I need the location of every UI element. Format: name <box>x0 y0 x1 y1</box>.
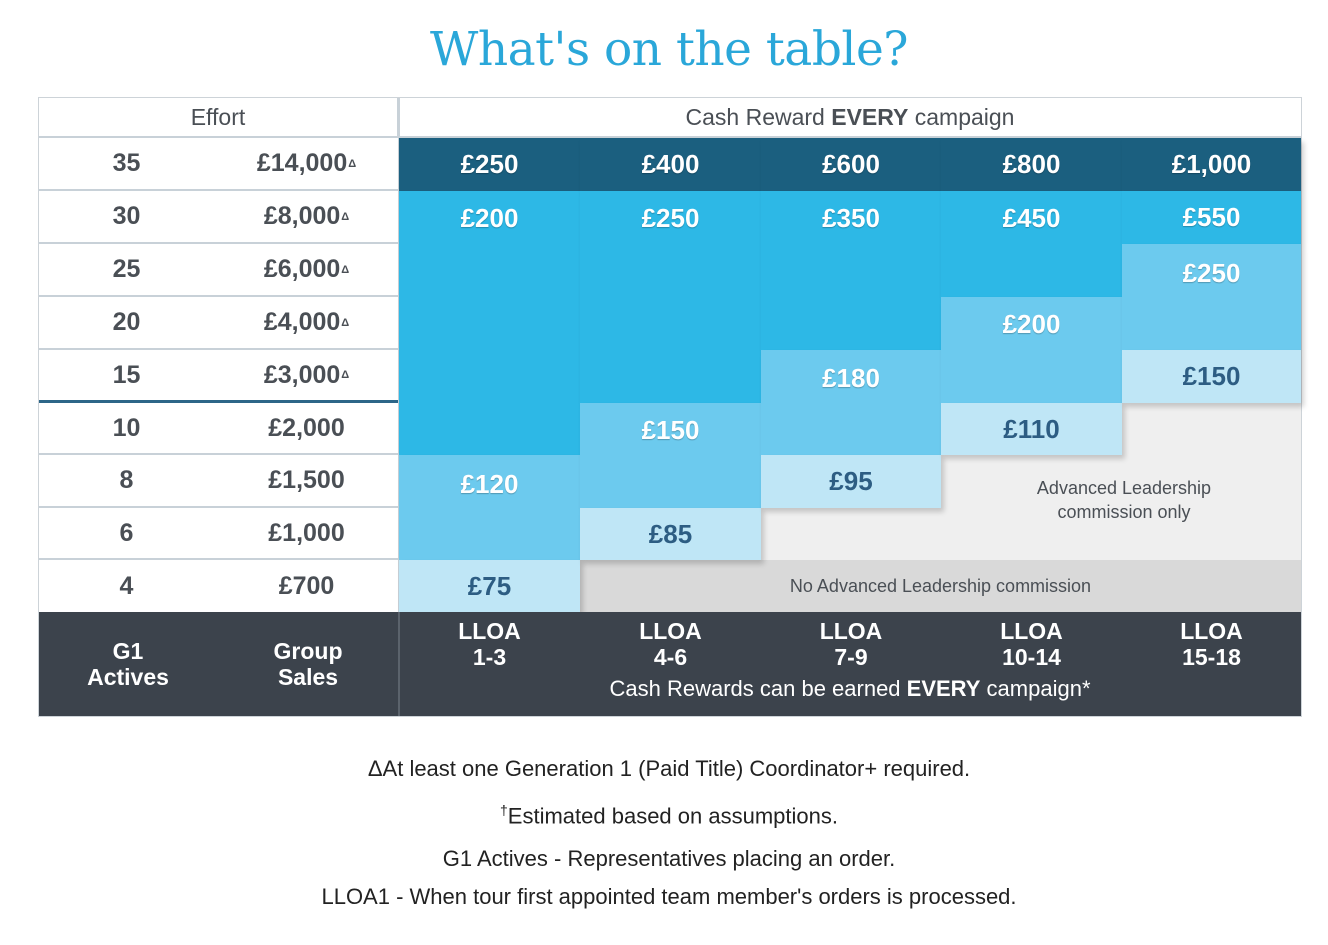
reward-tier-3: £180 <box>761 350 941 455</box>
effort-row: 6 £1,000 <box>39 508 399 560</box>
footer-divider <box>398 612 400 716</box>
effort-row: 20 £4,000 Δ <box>39 297 399 350</box>
cash-reward-suffix: campaign <box>908 103 1015 130</box>
effort-row: 15 £3,000 Δ <box>39 350 399 403</box>
g1-actives-value: 4 <box>119 571 134 600</box>
group-sales-value: £3,000 Δ <box>263 360 350 389</box>
lloa-label: LLOA 4-6 <box>639 618 702 670</box>
group-sales-value: £1,500 <box>268 466 345 494</box>
group-sales-value: £700 <box>278 571 335 600</box>
reward-tier-1: £1,000 <box>1122 138 1301 191</box>
delta-marker: Δ <box>348 157 357 170</box>
lloa-label: LLOA 10-14 <box>1000 618 1063 670</box>
reward-tier-4: £95 <box>761 455 941 508</box>
reward-tier-3: £200 <box>941 297 1122 403</box>
reward-tier-2: £450 <box>941 191 1122 297</box>
group-sales-label: Group Sales <box>273 638 343 690</box>
g1-actives-value: 20 <box>112 308 141 336</box>
dagger-marker: † <box>500 802 508 818</box>
effort-row: 25 £6,000 Δ <box>39 244 399 297</box>
effort-header: Effort <box>39 98 399 138</box>
reward-tier-2: £350 <box>761 191 941 350</box>
group-sales-value: £6,000 Δ <box>263 255 350 283</box>
group-sales-value: £8,000 Δ <box>263 202 350 230</box>
delta-marker: Δ <box>341 263 350 276</box>
delta-marker: Δ <box>341 369 350 381</box>
cash-reward-bold: EVERY <box>831 103 909 130</box>
reward-tier-4: £150 <box>1122 350 1301 403</box>
reward-tier-1: £800 <box>941 138 1122 191</box>
reward-tier-1: £600 <box>761 138 941 191</box>
effort-row: 35 £14,000 Δ <box>39 138 399 191</box>
g1-actives-value: 10 <box>112 413 141 442</box>
footer-bar: G1 Actives Group Sales LLOA 1-3 LLOA 4-6 L… <box>39 612 1301 716</box>
reward-tier-3: £120 <box>399 455 580 560</box>
g1-actives-value: 15 <box>112 360 141 389</box>
reward-tier-1: £400 <box>580 138 761 191</box>
page-title: What's on the table? <box>430 22 908 77</box>
g1-actives-value: 30 <box>112 202 141 230</box>
delta-marker: Δ <box>341 316 350 329</box>
lloa-label: LLOA 1-3 <box>458 618 521 670</box>
reward-tier-4: £75 <box>399 560 580 612</box>
g1-actives-value: 25 <box>112 255 141 283</box>
note-coordinator-required: ΔAt least one Generation 1 (Paid Title) … <box>367 756 971 781</box>
advanced-commission-label: Advanced Leadership commission only <box>1036 478 1212 522</box>
lloa-label: LLOA 7-9 <box>819 618 883 670</box>
reward-tier-3: £250 <box>1122 244 1301 350</box>
group-sales-value: £2,000 <box>268 413 345 442</box>
note-lloa1: LLOA1 - When tour first appointed team m… <box>321 884 1017 909</box>
no-advanced-commission-area: No Advanced Leadership commission <box>580 560 1301 612</box>
delta-marker: Δ <box>341 210 350 223</box>
g1-actives-value: 6 <box>119 518 134 547</box>
advanced-commission-label-box: Advanced Leadership commission only <box>944 472 1304 528</box>
cash-reward-header: Cash Reward EVERY campaign <box>399 98 1301 138</box>
g1-actives-value: 8 <box>119 466 134 494</box>
reward-tier-1: £250 <box>399 138 580 191</box>
note-estimated: †Estimated based on assumptions. <box>500 802 838 829</box>
reward-tier-2: £200 <box>399 191 580 455</box>
note-g1-actives: G1 Actives - Representatives placing an … <box>442 846 896 871</box>
reward-tier-4: £85 <box>580 508 761 560</box>
no-advanced-commission-label: No Advanced Leadership commission <box>789 575 1092 596</box>
effort-row: 30 £8,000 Δ <box>39 191 399 244</box>
g1-actives-label: G1 Actives <box>87 638 169 690</box>
cash-rewards-note: Cash Rewards can be earned EVERY campaig… <box>609 676 1091 701</box>
reward-tier-4: £110 <box>941 403 1122 455</box>
effort-row: 4 £700 <box>39 560 399 612</box>
cash-reward-prefix: Cash Reward <box>685 103 832 130</box>
reward-tier-2: £250 <box>580 191 761 403</box>
group-sales-value: £1,000 <box>268 518 345 547</box>
group-sales-value: £14,000 Δ <box>256 149 357 177</box>
reward-tier-3: £150 <box>580 403 761 508</box>
g1-actives-value: 35 <box>112 149 141 177</box>
group-sales-value: £4,000 Δ <box>263 308 350 336</box>
reward-tier-2: £550 <box>1122 191 1301 244</box>
effort-header-label: Effort <box>190 103 246 130</box>
effort-row: 10 £2,000 <box>39 403 399 455</box>
lloa-label: LLOA 15-18 <box>1180 618 1243 670</box>
effort-row: 8 £1,500 <box>39 455 399 508</box>
rewards-table: Effort Cash Reward EVERY campaign 35 £14… <box>38 97 1302 717</box>
